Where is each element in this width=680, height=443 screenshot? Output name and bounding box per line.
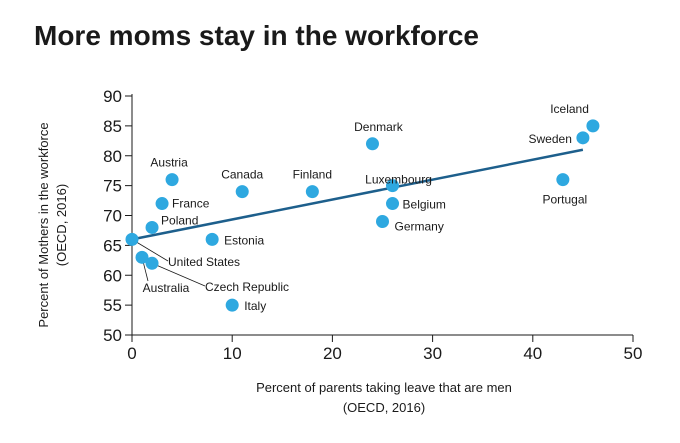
point-label-sweden: Sweden — [529, 132, 572, 146]
data-points — [125, 119, 600, 312]
trend-line-group — [131, 148, 584, 241]
y-axis-source: (OECD, 2016) — [54, 184, 69, 266]
point-label-luxembourg: Luxembourg — [365, 173, 432, 187]
y-tick-label: 65 — [103, 236, 122, 255]
point-label-estonia: Estonia — [224, 233, 264, 247]
point-label-iceland: Iceland — [550, 102, 589, 116]
point-label-belgium: Belgium — [403, 198, 446, 212]
trend-line — [131, 148, 584, 241]
y-tick-label: 50 — [103, 326, 122, 345]
y-tick-label: 90 — [103, 87, 122, 106]
point-label-united-states: United States — [168, 255, 240, 269]
y-tick-label: 80 — [103, 147, 122, 166]
point-label-finland: Finland — [293, 168, 332, 182]
y-tick-label: 55 — [103, 296, 122, 315]
y-axis-title: Percent of Mothers in the workforce — [36, 122, 51, 327]
x-tick-label: 10 — [223, 344, 242, 363]
point-label-czech-republic: Czech Republic — [205, 280, 289, 294]
x-tick-label: 50 — [624, 344, 643, 363]
data-point-austria — [165, 173, 179, 187]
point-label-austria: Austria — [150, 156, 188, 170]
chart-title: More moms stay in the workforce — [34, 20, 480, 51]
point-label-france: France — [172, 197, 210, 211]
data-point-iceland — [586, 119, 600, 133]
point-label-denmark: Denmark — [354, 120, 404, 134]
x-tick-label: 40 — [523, 344, 542, 363]
data-point-france — [155, 197, 169, 211]
data-point-estonia — [205, 232, 219, 246]
data-point-denmark — [365, 137, 379, 151]
x-tick-label: 30 — [423, 344, 442, 363]
data-point-australia — [135, 250, 149, 264]
x-axis-title: Percent of parents taking leave that are… — [256, 380, 512, 395]
leader-line-united-states — [131, 239, 169, 262]
data-point-united-states — [125, 232, 139, 246]
y-axis-label: Percent of Mothers in the workforce (OEC… — [36, 122, 69, 327]
y-tick-label: 85 — [103, 117, 122, 136]
point-label-poland: Poland — [161, 213, 198, 227]
data-point-finland — [305, 185, 319, 199]
axes: 50 55 60 65 70 75 80 85 90 0 10 20 30 40 50 — [103, 87, 642, 363]
x-axis-source: (OECD, 2016) — [343, 400, 425, 415]
point-label-germany: Germany — [395, 219, 444, 233]
data-point-germany — [376, 214, 389, 228]
x-tick-label: 20 — [323, 344, 342, 363]
data-point-luxembourg — [386, 179, 400, 193]
data-point-canada — [235, 185, 249, 199]
point-label-canada: Canada — [221, 168, 263, 182]
data-point-czech-republic — [145, 256, 159, 270]
point-labels: Iceland Sweden Portugal Denmark Luxembourg Be… — [143, 102, 589, 313]
y-tick-label: 70 — [103, 207, 122, 226]
data-point-poland — [145, 220, 159, 234]
data-point-sweden — [576, 131, 590, 145]
x-tick-label: 0 — [127, 344, 136, 363]
point-label-italy: Italy — [244, 299, 266, 313]
data-point-belgium — [386, 197, 400, 211]
y-tick-label: 60 — [103, 266, 122, 285]
point-label-portugal: Portugal — [543, 193, 588, 207]
data-point-italy — [225, 298, 239, 312]
data-point-portugal — [556, 173, 570, 187]
point-label-australia: Australia — [143, 281, 190, 295]
leader-line-czech-republic — [151, 262, 206, 287]
y-tick-label: 75 — [103, 177, 122, 196]
